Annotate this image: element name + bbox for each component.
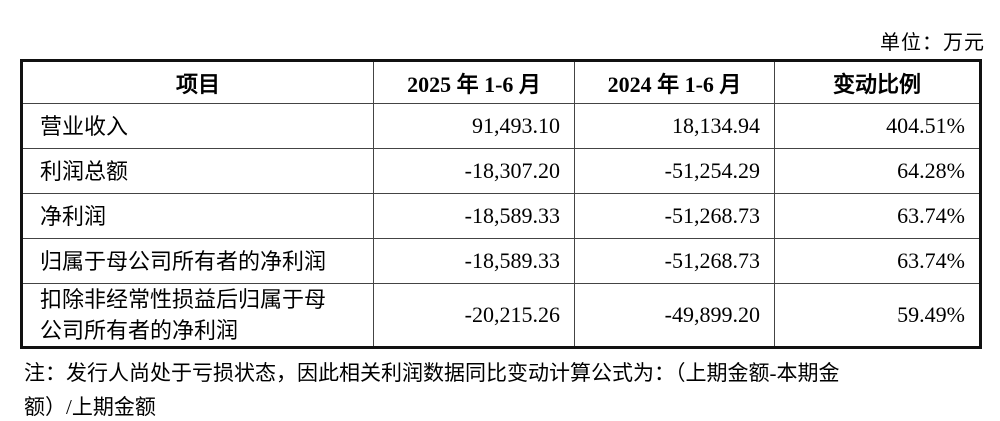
table-row-total-profit: 利润总额 -18,307.20 -51,254.29 64.28% (21, 148, 981, 194)
value-2024: -51,268.73 (574, 193, 775, 239)
table-row-net-profit: 净利润 -18,589.33 -51,268.73 63.74% (21, 193, 981, 239)
value-2025: -20,215.26 (373, 283, 575, 348)
footnote: 注：发行人尚处于亏损状态，因此相关利润数据同比变动计算公式为：（上期金额-本期金… (24, 361, 840, 419)
value-2025: -18,589.33 (373, 193, 575, 239)
value-change: 63.74% (774, 193, 981, 239)
row-label: 归属于母公司所有者的净利润 (21, 238, 374, 284)
value-2025: 91,493.10 (373, 103, 575, 149)
row-label: 营业收入 (21, 103, 374, 149)
col-header-item: 项目 (21, 60, 374, 104)
value-change: 404.51% (774, 103, 981, 149)
table-row-revenue: 营业收入 91,493.10 18,134.94 404.51% (21, 103, 981, 149)
col-header-2024: 2024 年 1-6 月 (574, 60, 775, 104)
value-2024: 18,134.94 (574, 103, 775, 149)
value-change: 59.49% (774, 283, 981, 348)
col-header-2025: 2025 年 1-6 月 (373, 60, 575, 104)
value-2025: -18,307.20 (373, 148, 575, 194)
row-label: 利润总额 (21, 148, 374, 194)
table-row-net-profit-parent: 归属于母公司所有者的净利润 -18,589.33 -51,268.73 63.7… (21, 238, 981, 284)
unit-label: 单位：万元 (880, 32, 985, 54)
value-2025: -18,589.33 (373, 238, 575, 284)
value-2024: -51,268.73 (574, 238, 775, 284)
row-label: 净利润 (21, 193, 374, 239)
value-2024: -51,254.29 (574, 148, 775, 194)
value-change: 63.74% (774, 238, 981, 284)
table-header-row: 项目 2025 年 1-6 月 2024 年 1-6 月 变动比例 (21, 60, 981, 104)
col-header-change: 变动比例 (774, 60, 981, 104)
row-label: 扣除非经常性损益后归属于母 公司所有者的净利润 (21, 283, 374, 348)
value-2024: -49,899.20 (574, 283, 775, 348)
value-change: 64.28% (774, 148, 981, 194)
table-row-net-profit-excl-nonrecurring: 扣除非经常性损益后归属于母 公司所有者的净利润 -20,215.26 -49,8… (21, 283, 981, 348)
financial-comparison-table: 项目 2025 年 1-6 月 2024 年 1-6 月 变动比例 营业收入 9… (20, 59, 982, 349)
